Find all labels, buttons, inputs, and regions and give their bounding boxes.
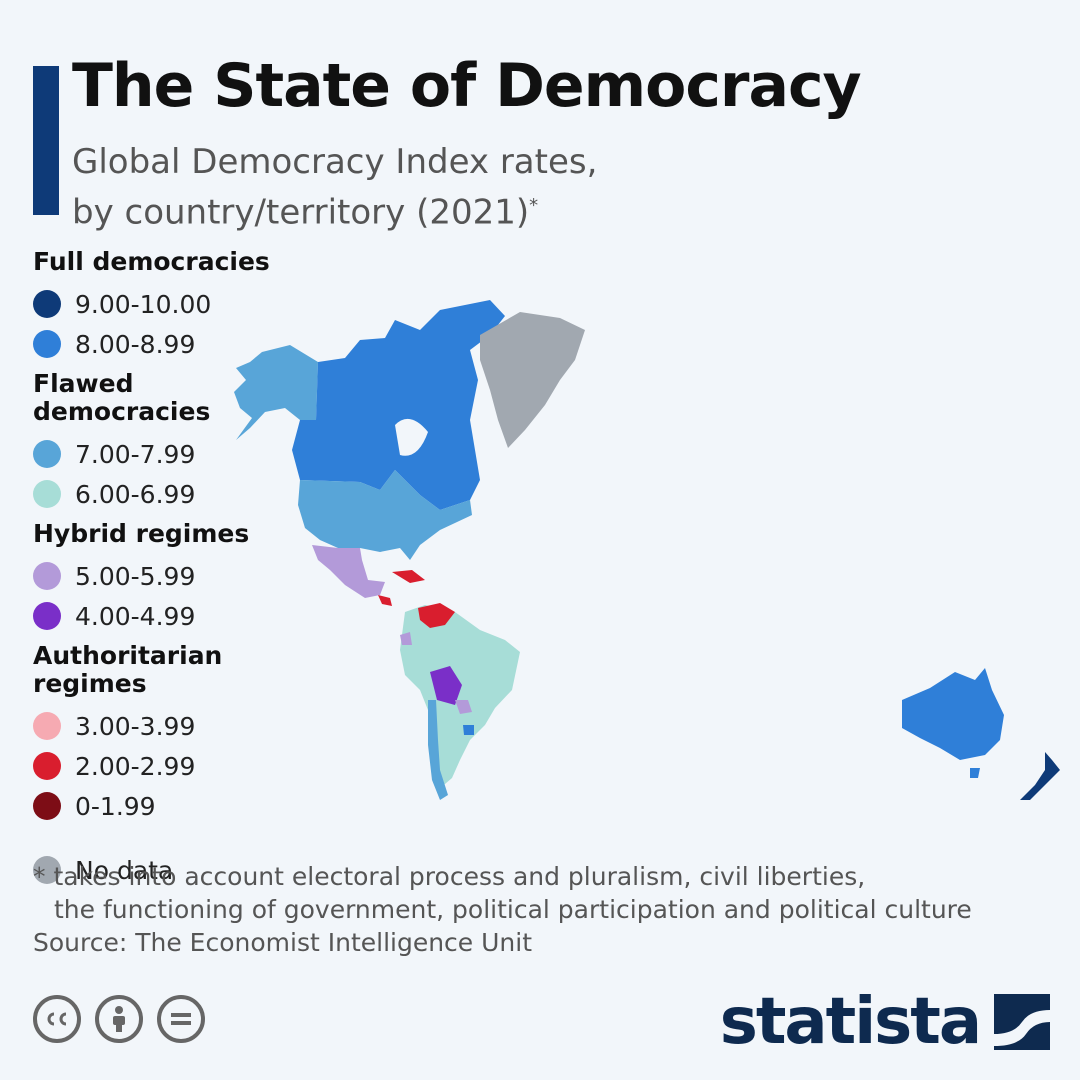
no-derivatives-icon[interactable] (157, 995, 205, 1043)
legend-item: 8.00-8.99 (33, 324, 333, 364)
region-usa (298, 470, 472, 560)
legend-swatch (33, 562, 61, 590)
legend-swatch (33, 856, 61, 884)
legend-group-authoritarian-regimes: Authoritarian regimes 3.00-3.99 2.00-2.9… (33, 642, 333, 826)
subtitle-footnote-mark: * (529, 195, 539, 216)
attribution-icon[interactable] (95, 995, 143, 1043)
region-nicaragua (378, 595, 392, 606)
legend-swatch (33, 480, 61, 508)
legend-swatch (33, 792, 61, 820)
legend-swatch (33, 290, 61, 318)
legend-item: 9.00-10.00 (33, 284, 333, 324)
legend-group-hybrid-regimes: Hybrid regimes 5.00-5.99 4.00-4.99 (33, 520, 333, 636)
title-accent-bar (33, 66, 59, 215)
cc-icon[interactable] (33, 995, 81, 1043)
page-title: The State of Democracy (72, 51, 862, 121)
legend-swatch (33, 752, 61, 780)
region-venezuela (418, 603, 455, 628)
region-tasmania (970, 768, 980, 778)
region-ecuador (400, 632, 412, 645)
region-mexico (312, 545, 385, 598)
legend-heading: Authoritarian regimes (33, 641, 223, 698)
legend-item: 7.00-7.99 (33, 434, 213, 474)
legend-heading: Full democracies (33, 247, 270, 276)
subtitle-line-2: by country/territory (2021) (72, 192, 530, 233)
region-alaska (234, 345, 318, 440)
region-paraguay (455, 700, 472, 714)
cc-glyph-icon (47, 1012, 67, 1026)
legend-label: 6.00-6.99 (75, 479, 196, 509)
region-cuba (392, 570, 425, 583)
legend-group-full-democracies: Full democracies 9.00-10.00 8.00-8.99 (33, 248, 333, 364)
legend-label: 2.00-2.99 (75, 751, 196, 781)
legend-item: 6.00-6.99 (33, 474, 213, 514)
subtitle-line-1: Global Democracy Index rates, (72, 142, 598, 182)
legend-label: 3.00-3.99 (75, 711, 196, 741)
legend-label: 9.00-10.00 (75, 289, 212, 319)
legend-item: 4.00-4.99 (33, 596, 333, 636)
legend-label: 4.00-4.99 (75, 601, 196, 631)
legend-label: 0-1.99 (75, 791, 156, 821)
footnote-line-2: the functioning of government, political… (54, 895, 972, 924)
region-chile (428, 700, 448, 800)
region-greenland (480, 312, 585, 448)
region-bolivia (430, 666, 462, 705)
region-canada (292, 300, 505, 510)
hudson-bay (395, 418, 428, 456)
legend-label: 7.00-7.99 (75, 439, 196, 469)
legend-label: 8.00-8.99 (75, 329, 196, 359)
legend-item: 0-1.99 (33, 786, 333, 826)
legend-swatch (33, 440, 61, 468)
legend-swatch (33, 602, 61, 630)
statista-mark-icon (994, 994, 1050, 1050)
legend-item: 5.00-5.99 (33, 556, 333, 596)
region-australia (902, 668, 1004, 760)
legend-heading: Flawed democracies (33, 369, 211, 426)
legend-swatch (33, 330, 61, 358)
license-badges (33, 995, 205, 1043)
footnote-line-1: * takes into account electoral process a… (33, 862, 866, 891)
page-subtitle: Global Democracy Index rates, by country… (72, 140, 672, 234)
region-new-zealand (1020, 752, 1060, 800)
legend-item-no-data: No data (33, 850, 333, 890)
legend-label: 5.00-5.99 (75, 561, 196, 591)
equals-glyph-icon (171, 1013, 191, 1025)
legend-heading: Hybrid regimes (33, 519, 250, 548)
legend-item: 3.00-3.99 (33, 706, 333, 746)
map-legend: Full democracies 9.00-10.00 8.00-8.99 Fl… (33, 248, 333, 890)
source-credit: Source: The Economist Intelligence Unit (33, 928, 533, 957)
brand-wordmark: statista (719, 985, 982, 1059)
statista-logo[interactable]: statista (720, 985, 1050, 1059)
region-south-america (400, 605, 520, 790)
legend-group-flawed-democracies: Flawed democracies 7.00-7.99 6.00-6.99 (33, 370, 213, 514)
person-glyph-icon (113, 1006, 125, 1032)
legend-label: No data (75, 855, 174, 885)
legend-swatch (33, 712, 61, 740)
footnote: * takes into account electoral process a… (33, 860, 972, 926)
legend-item: 2.00-2.99 (33, 746, 333, 786)
region-uruguay (463, 725, 474, 735)
